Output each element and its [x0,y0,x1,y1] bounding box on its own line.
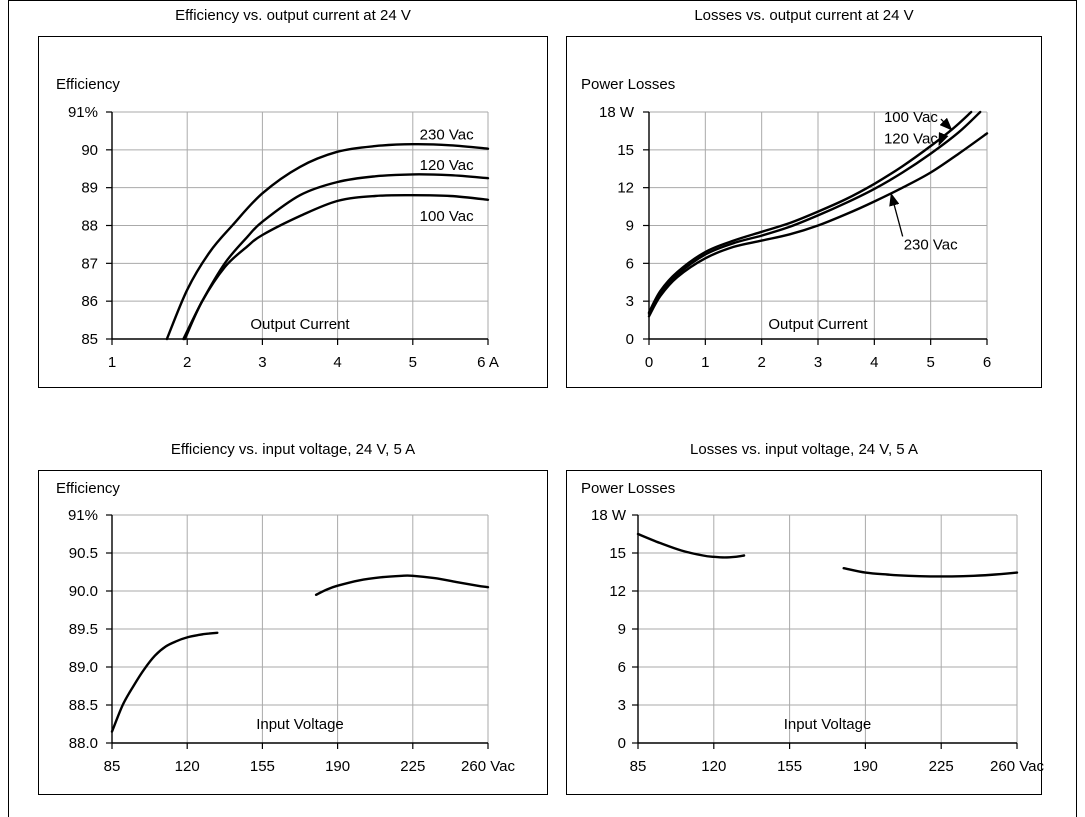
y-tick-label: 89 [81,180,98,197]
x-tick-label: 6 A [477,354,499,371]
y-tick-label: 3 [618,697,626,714]
y-tick-label: 88 [81,218,98,235]
panel-efficiency-vs-voltage [38,470,548,795]
series-line [636,532,746,559]
x-tick-label: 120 [175,758,200,775]
x-tick-label: 260 Vac [461,758,515,775]
annotation-arrow [889,192,904,237]
y-tick-label: 12 [617,180,634,197]
y-tick-label: 91% [68,104,98,121]
x-tick-label: 2 [183,354,191,371]
series-line-120-vac [647,110,982,315]
y-tick-label: 88.5 [69,697,98,714]
y-tick-label: 0 [626,331,634,348]
y-tick-label: 9 [618,621,626,638]
y-tick-label: 12 [609,583,626,600]
x-tick-label: 120 [701,758,726,775]
y-axis-label: Power Losses [581,76,675,93]
series-annotation-label: 230 Vac [904,236,958,253]
series-line-120-vac [182,173,490,341]
series-annotation-label: 100 Vac [420,208,474,225]
x-tick-label: 1 [701,354,709,371]
series-line [110,631,219,733]
y-tick-label: 0 [618,735,626,752]
x-tick-label: 190 [325,758,350,775]
x-axis-label: Output Current [768,316,868,333]
x-tick-label: 155 [777,758,802,775]
x-tick-label: 155 [250,758,275,775]
y-tick-label: 18 W [599,104,635,121]
y-tick-label: 89.5 [69,621,98,638]
y-tick-label: 15 [609,545,626,562]
x-tick-label: 6 [983,354,991,371]
x-axis-label: Input Voltage [256,716,344,733]
y-tick-label: 90 [81,142,98,159]
chart-title-efficiency-vs-current: Efficiency vs. output current at 24 V [175,7,411,24]
y-axis-label: Efficiency [56,480,120,497]
series-annotation-label: 100 Vac [884,109,938,126]
x-tick-label: 3 [258,354,266,371]
y-tick-label: 6 [618,659,626,676]
y-tick-label: 85 [81,331,98,348]
x-tick-label: 190 [853,758,878,775]
y-tick-label: 3 [626,293,634,310]
y-tick-label: 15 [617,142,634,159]
y-tick-label: 90.0 [69,583,98,600]
annotation-arrow [939,117,953,131]
series-line [842,567,1019,578]
x-tick-label: 225 [400,758,425,775]
x-tick-label: 5 [409,354,417,371]
y-tick-label: 88.0 [69,735,98,752]
x-tick-label: 2 [757,354,765,371]
x-tick-label: 85 [104,758,121,775]
x-tick-label: 4 [333,354,341,371]
x-tick-label: 3 [814,354,822,371]
x-tick-label: 5 [926,354,934,371]
y-axis-label: Power Losses [581,480,675,497]
x-tick-label: 1 [108,354,116,371]
figure-frame [8,0,1077,817]
y-tick-label: 91% [68,507,98,524]
x-tick-label: 85 [630,758,647,775]
y-axis-label: Efficiency [56,76,120,93]
y-tick-label: 87 [81,255,98,272]
chart-title-losses-vs-current: Losses vs. output current at 24 V [694,7,914,24]
x-tick-label: 260 Vac [990,758,1044,775]
x-tick-label: 0 [645,354,653,371]
x-tick-label: 225 [929,758,954,775]
chart-title-efficiency-vs-voltage: Efficiency vs. input voltage, 24 V, 5 A [170,441,416,458]
series-line-100-vac [183,193,490,341]
panel-losses-vs-current [566,36,1042,388]
annotation-arrow [938,131,949,146]
series-line-100-vac [647,110,973,314]
x-axis-label: Input Voltage [784,716,872,733]
x-axis-label: Output Current [250,316,350,333]
series-annotation-label: 120 Vac [420,157,474,174]
y-tick-label: 86 [81,293,98,310]
y-tick-label: 89.0 [69,659,98,676]
series-line-230-vac [647,132,989,318]
x-tick-label: 4 [870,354,878,371]
y-tick-label: 6 [626,255,634,272]
y-tick-label: 9 [626,218,634,235]
chart-title-losses-vs-voltage: Losses vs. input voltage, 24 V, 5 A [690,441,918,458]
series-annotation-label: 230 Vac [420,127,474,144]
panel-losses-vs-voltage [566,470,1042,795]
series-annotation-label: 120 Vac [884,130,938,147]
series-line [314,574,490,596]
series-line-230-vac [165,142,490,341]
panel-efficiency-vs-current [38,36,548,388]
y-tick-label: 18 W [591,507,627,524]
y-tick-label: 90.5 [69,545,98,562]
